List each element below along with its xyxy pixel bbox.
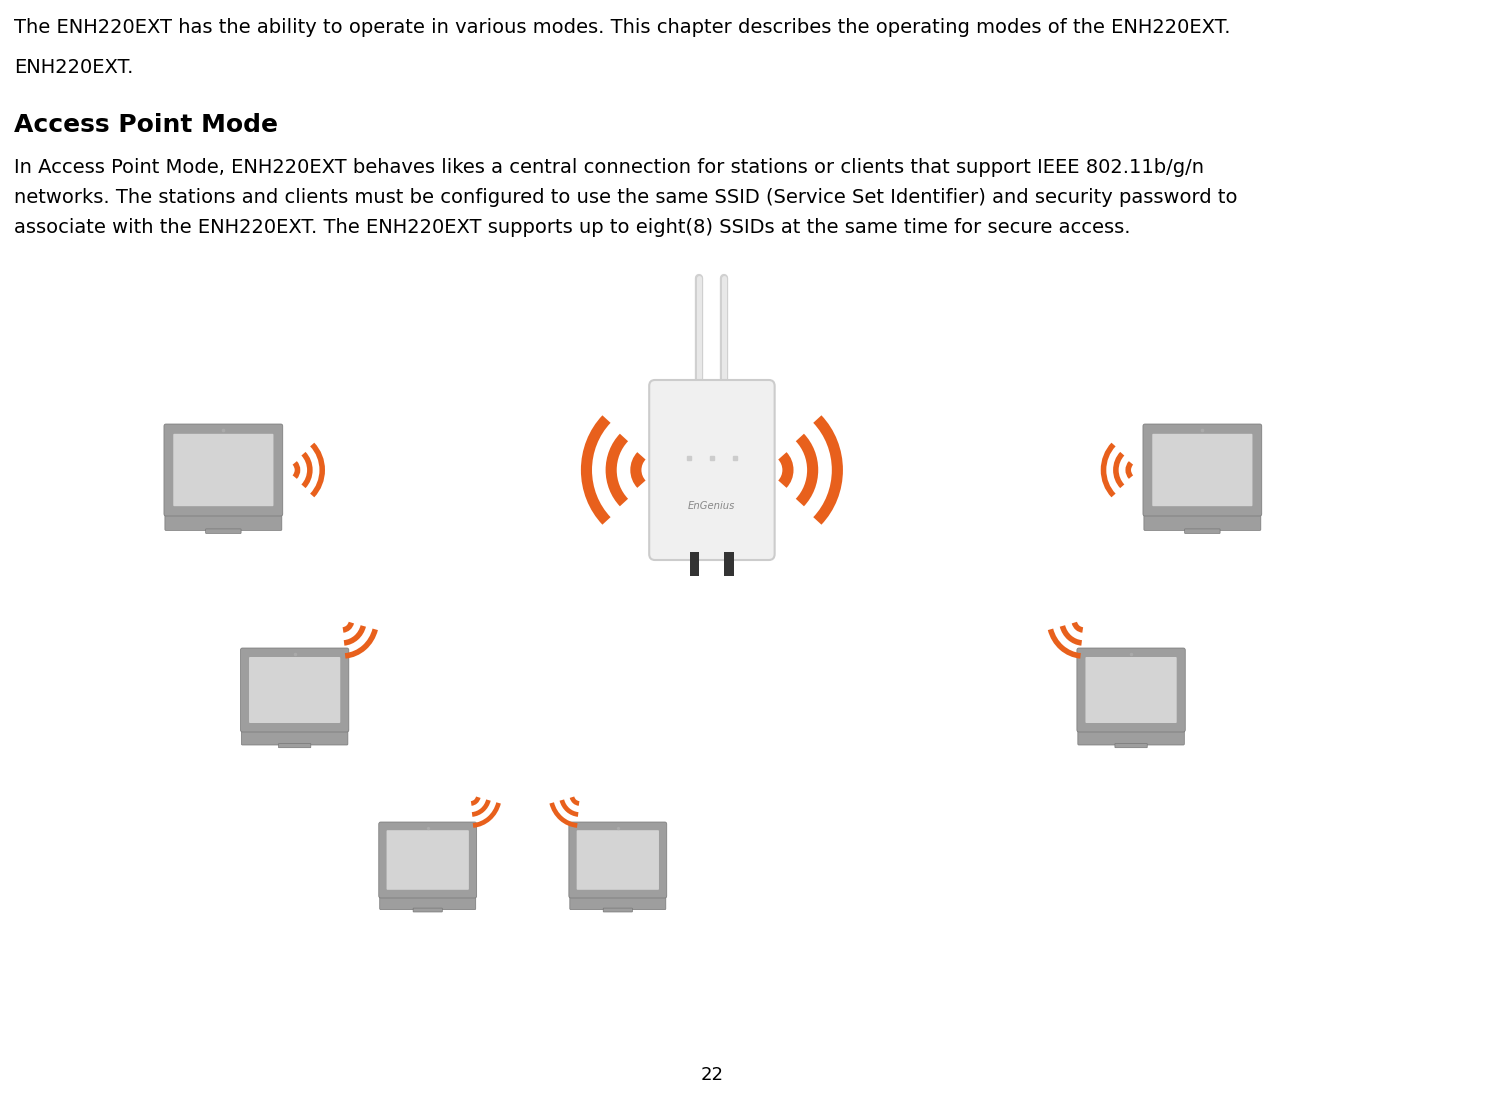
FancyBboxPatch shape — [386, 830, 469, 890]
Text: Access Point Mode: Access Point Mode — [15, 113, 279, 137]
FancyBboxPatch shape — [241, 730, 348, 745]
FancyBboxPatch shape — [1143, 425, 1261, 516]
FancyBboxPatch shape — [241, 648, 349, 732]
FancyBboxPatch shape — [174, 433, 274, 506]
FancyBboxPatch shape — [569, 822, 667, 898]
Text: In Access Point Mode, ENH220EXT behaves likes a central connection for stations : In Access Point Mode, ENH220EXT behaves … — [15, 158, 1204, 177]
FancyBboxPatch shape — [413, 908, 442, 912]
Text: EnGenius: EnGenius — [688, 501, 736, 511]
FancyBboxPatch shape — [577, 830, 659, 890]
Text: networks. The stations and clients must be configured to use the same SSID (Serv: networks. The stations and clients must … — [15, 188, 1237, 207]
FancyBboxPatch shape — [163, 425, 283, 516]
Bar — [691, 552, 700, 576]
FancyBboxPatch shape — [1152, 433, 1252, 506]
Text: The ENH220EXT has the ability to operate in various modes. This chapter describe: The ENH220EXT has the ability to operate… — [15, 18, 1231, 37]
FancyBboxPatch shape — [165, 513, 282, 531]
FancyBboxPatch shape — [604, 908, 632, 912]
FancyBboxPatch shape — [1144, 513, 1261, 531]
FancyBboxPatch shape — [649, 380, 774, 559]
FancyBboxPatch shape — [569, 895, 665, 909]
Text: 22: 22 — [701, 1066, 724, 1084]
FancyBboxPatch shape — [1077, 648, 1185, 732]
Text: ENH220EXT.: ENH220EXT. — [15, 58, 133, 77]
FancyBboxPatch shape — [1185, 529, 1219, 533]
FancyBboxPatch shape — [379, 895, 476, 909]
FancyBboxPatch shape — [279, 744, 310, 748]
FancyBboxPatch shape — [205, 529, 241, 533]
Text: associate with the ENH220EXT. The ENH220EXT supports up to eight(8) SSIDs at the: associate with the ENH220EXT. The ENH220… — [15, 218, 1131, 237]
FancyBboxPatch shape — [249, 657, 340, 723]
FancyBboxPatch shape — [1115, 744, 1147, 748]
FancyBboxPatch shape — [379, 822, 476, 898]
Bar — [725, 552, 734, 576]
FancyBboxPatch shape — [1079, 730, 1185, 745]
FancyBboxPatch shape — [1086, 657, 1177, 723]
